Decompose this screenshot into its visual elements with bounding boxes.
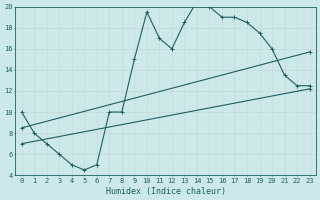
X-axis label: Humidex (Indice chaleur): Humidex (Indice chaleur) [106,187,226,196]
